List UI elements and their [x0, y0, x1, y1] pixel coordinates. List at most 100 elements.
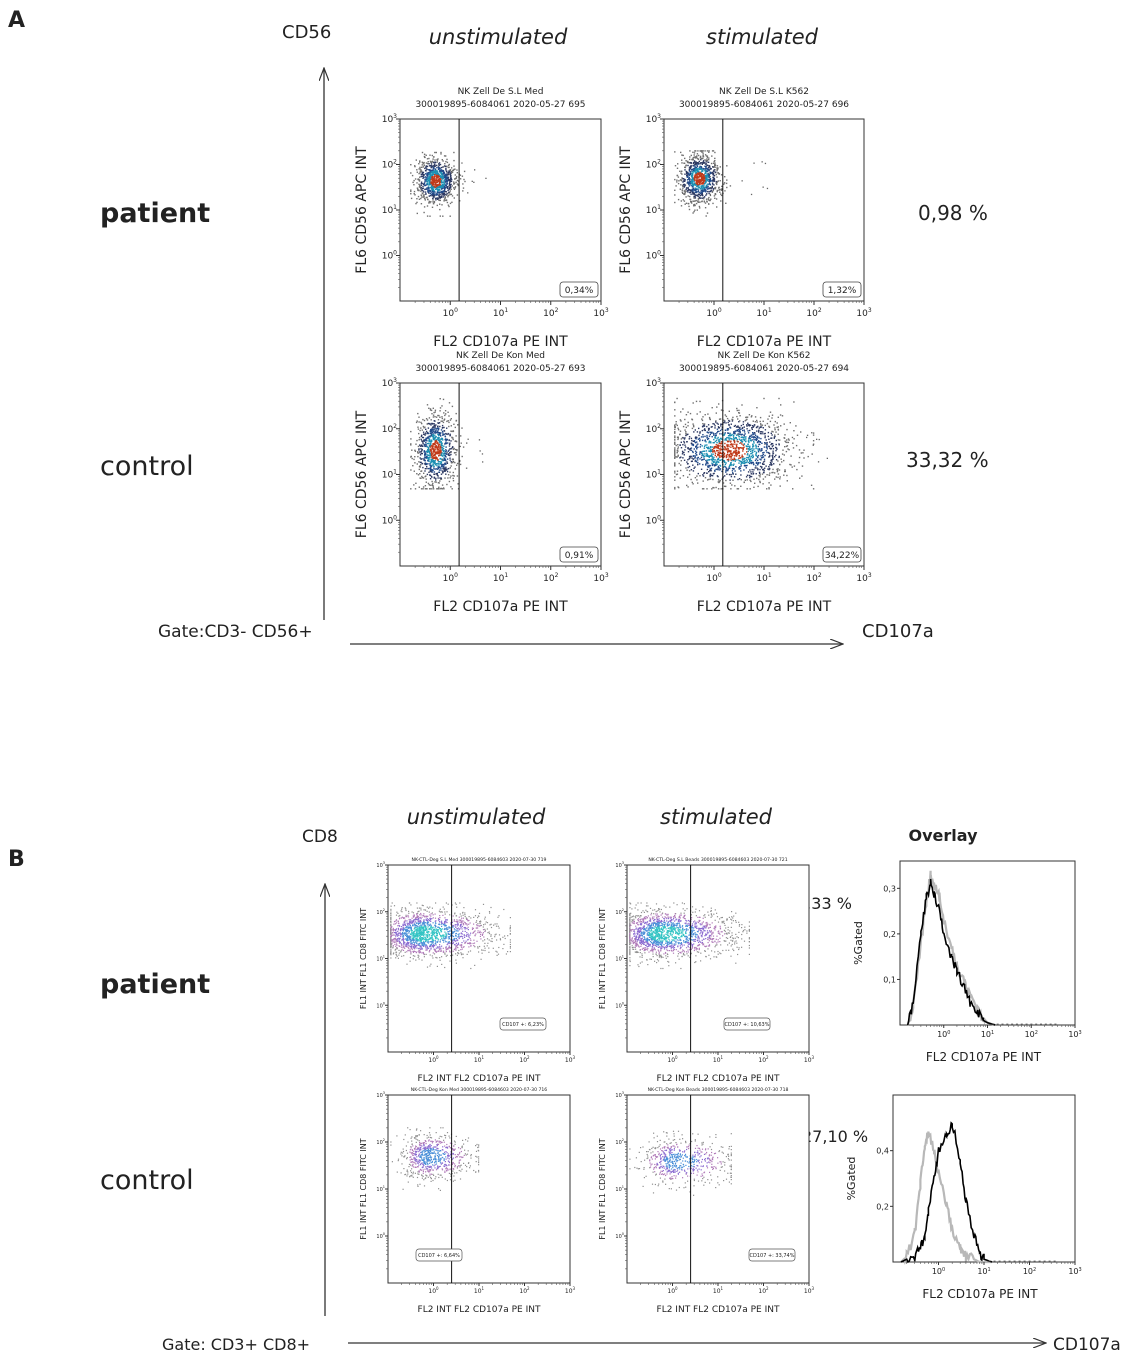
scatter-point: [708, 150, 710, 152]
scatter-point: [425, 428, 427, 430]
scatter-point: [429, 173, 431, 176]
scatter-point: [689, 457, 691, 459]
scatter-point: [690, 166, 692, 168]
scatter-point: [703, 447, 706, 449]
scatter-point: [417, 915, 419, 917]
scatter-point: [703, 196, 706, 198]
scatter-point: [735, 426, 738, 428]
scatter-point: [428, 450, 431, 452]
scatter-point: [764, 424, 766, 427]
scatter-point: [700, 452, 703, 455]
scatter-point: [764, 435, 766, 437]
scatter-point: [437, 419, 440, 421]
scatter-point: [428, 439, 430, 442]
scatter-point: [752, 451, 754, 453]
scatter-point: [419, 473, 421, 475]
scatter-point: [441, 169, 444, 172]
scatter-point: [427, 174, 429, 176]
scatter-point: [680, 180, 683, 182]
scatter-point: [748, 454, 750, 456]
scatter-point: [415, 924, 417, 926]
scatter-point: [737, 447, 740, 450]
scatter-point: [711, 458, 713, 460]
scatter-point: [691, 184, 693, 186]
scatter-point: [730, 464, 732, 467]
scatter-point: [768, 426, 771, 428]
scatter-point: [396, 940, 398, 943]
scatter-outlier: [485, 177, 487, 179]
scatter-point: [433, 471, 436, 473]
scatter-point: [440, 153, 442, 155]
scatter-point: [724, 465, 726, 468]
scatter-point: [702, 459, 704, 461]
scatter-point: [698, 437, 701, 439]
scatter-point: [697, 176, 699, 178]
scatter-point: [752, 449, 754, 452]
scatter-point: [700, 172, 702, 174]
scatter-point: [494, 936, 496, 938]
scatter-point: [677, 182, 680, 185]
scatter-point: [395, 941, 397, 943]
scatter-point: [696, 436, 698, 439]
scatter-point: [766, 441, 768, 444]
scatter-point: [762, 452, 764, 454]
scatter-point: [760, 459, 762, 461]
scatter-point: [434, 457, 436, 459]
scatter-point: [418, 461, 420, 463]
scatter-point: [771, 445, 774, 448]
scatter-point: [439, 934, 442, 936]
scatter-point: [429, 181, 432, 183]
scatter-point: [692, 170, 694, 173]
scatter-point: [749, 429, 751, 432]
scatter-point: [423, 427, 425, 429]
scatter-point: [441, 416, 443, 418]
scatter-point: [434, 460, 437, 462]
scatter-point: [436, 167, 438, 169]
scatter-point: [714, 447, 716, 449]
scatter-point: [452, 480, 455, 482]
scatter-point: [434, 194, 436, 197]
scatter-point: [430, 430, 433, 432]
scatter-point: [709, 182, 711, 185]
scatter-point: [745, 461, 748, 464]
scatter-point: [751, 452, 753, 454]
scatter-point: [682, 199, 684, 201]
scatter-point: [427, 191, 429, 193]
scatter-point: [437, 414, 439, 417]
scatter-point: [433, 465, 435, 468]
scatter-point: [700, 173, 702, 175]
scatter-point: [713, 166, 715, 168]
scatter-point: [710, 458, 713, 461]
scatter-point: [800, 452, 802, 454]
scatter-point: [731, 464, 733, 466]
scatter-point: [413, 190, 416, 193]
scatter-point: [777, 460, 779, 462]
scatter-point: [755, 461, 758, 464]
scatter-point: [439, 439, 441, 442]
scatter-point: [435, 188, 437, 191]
scatter-point: [398, 949, 400, 951]
scatter-point: [761, 473, 764, 475]
scatter-point: [443, 186, 446, 188]
scatter-point: [450, 465, 452, 467]
scatter-point: [739, 420, 741, 422]
scatter-point: [687, 466, 689, 469]
scatter-point: [705, 215, 707, 217]
scatter-point: [431, 413, 433, 415]
scatter-point: [699, 400, 701, 403]
scatter-point: [752, 446, 754, 448]
scatter-point: [396, 911, 398, 913]
scatter-point: [680, 179, 682, 181]
scatter-point: [716, 190, 718, 193]
scatter-point: [429, 464, 431, 466]
y-tick-label: 100: [382, 250, 397, 262]
plot-title-line2: 300019895-6084061 2020-05-27 696: [679, 100, 849, 110]
scatter-point: [439, 407, 442, 409]
scatter-point: [429, 488, 431, 490]
scatter-point: [440, 196, 443, 199]
scatter-point: [770, 443, 772, 446]
scatter-point: [698, 175, 701, 177]
scatter-point: [697, 472, 699, 475]
scatter-point: [445, 165, 447, 167]
scatter-point: [707, 185, 709, 187]
